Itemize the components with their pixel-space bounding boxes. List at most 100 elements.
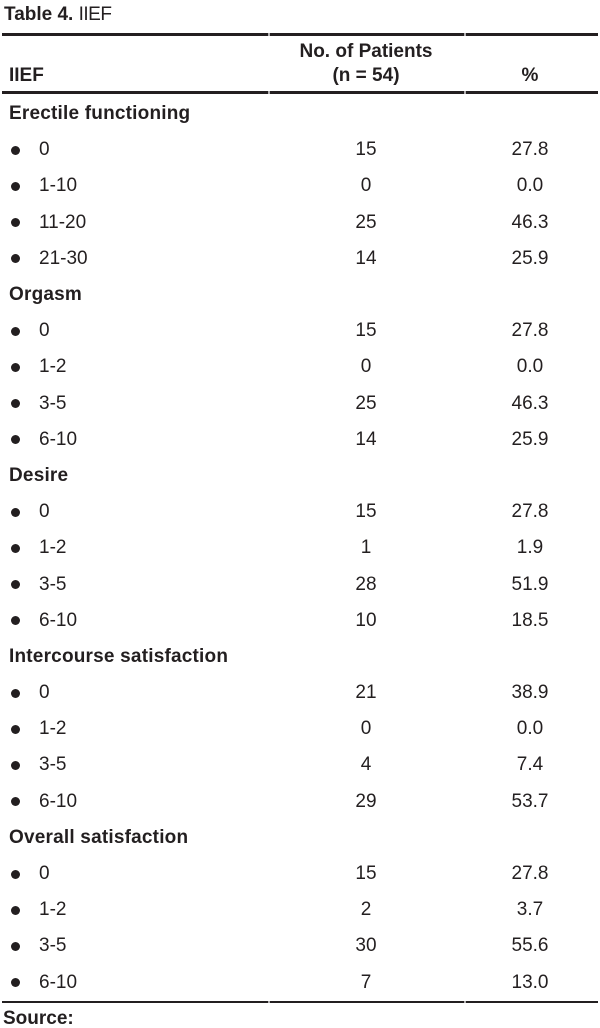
table-row: 1-2 0 0.0 (2, 711, 598, 747)
section-header-row: Desire (2, 458, 598, 494)
row-patients-value: 4 (360, 754, 372, 776)
row-label-cell: 0 (2, 501, 268, 523)
row-label: 6-10 (39, 609, 78, 631)
row-label-cell: 6-10 (2, 791, 268, 813)
row-percent-value: 27.8 (511, 501, 549, 523)
row-percent-value: 46.3 (511, 211, 549, 233)
table-bottom-rule (2, 1001, 598, 1003)
row-percent-value: 1.9 (516, 537, 544, 559)
bullet-icon (11, 145, 20, 155)
row-label: 6-10 (39, 971, 78, 993)
row-label-cell: 1-2 (2, 899, 268, 921)
bullet-icon (11, 218, 20, 228)
row-label: 3-5 (39, 935, 67, 957)
row-percent-value: 27.8 (511, 139, 549, 161)
row-patients-value: 7 (360, 971, 372, 993)
bullet-icon (11, 724, 20, 734)
table-row: 1-2 2 3.7 (2, 892, 598, 928)
row-label-cell: 1-2 (2, 718, 268, 740)
bullet-icon (11, 869, 20, 879)
table-row: 6-10 10 18.5 (2, 603, 598, 639)
bullet-icon (11, 254, 20, 264)
row-label: 0 (39, 501, 50, 523)
table-row: 0 15 27.8 (2, 313, 598, 349)
table-row: 1-2 0 0.0 (2, 349, 598, 385)
row-percent-value: 25.9 (511, 428, 549, 450)
column-divider-notch (268, 33, 270, 36)
column-divider-notch (464, 1001, 466, 1003)
table-row: 6-10 14 25.9 (2, 422, 598, 458)
table-row: 6-10 7 13.0 (2, 965, 598, 1001)
row-patients-value: 10 (355, 609, 377, 631)
row-label: 3-5 (39, 392, 67, 414)
row-patients-value: 15 (355, 863, 377, 885)
row-percent-value: 0.0 (516, 356, 544, 378)
table-row: 1-2 1 1.9 (2, 530, 598, 566)
row-label: 1-10 (39, 175, 78, 197)
row-label: 0 (39, 320, 50, 342)
row-label-cell: 3-5 (2, 393, 268, 415)
row-label-cell: 0 (2, 682, 268, 704)
row-label-cell: 1-2 (2, 537, 268, 559)
column-header-iief: IIEF (9, 65, 44, 86)
column-divider-notch (268, 1001, 270, 1003)
column-divider-notch (464, 91, 466, 94)
section-name: Intercourse satisfaction (9, 645, 229, 667)
row-patients-value: 30 (355, 935, 377, 957)
row-percent-value: 27.8 (511, 863, 549, 885)
row-percent-value: 25.9 (511, 247, 549, 269)
row-percent-value: 27.8 (511, 320, 549, 342)
row-patients-value: 14 (355, 428, 377, 450)
column-header-percent: % (521, 65, 539, 86)
row-label: 3-5 (39, 754, 67, 776)
table-body: Erectile functioning 0 15 27.8 1-10 0 0.… (2, 96, 598, 1001)
bullet-icon (11, 435, 20, 445)
row-percent-value: 46.3 (511, 392, 549, 414)
column-header-patients-line2: (n = 54) (332, 65, 400, 86)
row-patients-value: 21 (355, 682, 377, 704)
bullet-icon (11, 181, 20, 191)
row-percent-value: 13.0 (511, 971, 549, 993)
table-row: 21-30 14 25.9 (2, 241, 598, 277)
bullet-icon (11, 941, 20, 951)
section-name: Orgasm (9, 284, 83, 306)
row-label: 1-2 (39, 899, 67, 921)
source-label: Source: (3, 1008, 74, 1028)
bullet-icon (11, 543, 20, 553)
bullet-icon (11, 688, 20, 698)
row-label-cell: 6-10 (2, 429, 268, 451)
row-patients-value: 25 (355, 392, 377, 414)
table-row: 1-10 0 0.0 (2, 168, 598, 204)
column-divider-notch (464, 33, 466, 36)
bullet-icon (11, 399, 20, 409)
row-label: 0 (39, 139, 50, 161)
row-label: 1-2 (39, 537, 67, 559)
row-patients-value: 0 (360, 356, 372, 378)
row-percent-value: 53.7 (511, 790, 549, 812)
row-label: 6-10 (39, 790, 78, 812)
bullet-icon (11, 760, 20, 770)
row-label-cell: 1-2 (2, 356, 268, 378)
table-title-text: IIEF (78, 4, 112, 25)
table-row: 3-5 25 46.3 (2, 386, 598, 422)
bullet-icon (11, 978, 20, 988)
row-label-cell: 11-20 (2, 212, 268, 234)
row-percent-value: 7.4 (516, 754, 544, 776)
bullet-icon (11, 326, 20, 336)
row-label: 3-5 (39, 573, 67, 595)
row-patients-value: 28 (355, 573, 377, 595)
row-label: 1-2 (39, 356, 67, 378)
bullet-icon (11, 797, 20, 807)
row-label: 0 (39, 682, 50, 704)
table-title: Table 4. IIEF (4, 3, 112, 27)
row-patients-value: 0 (360, 175, 372, 197)
row-label-cell: 21-30 (2, 248, 268, 270)
row-label-cell: 0 (2, 139, 268, 161)
row-percent-value: 18.5 (511, 609, 549, 631)
section-name: Desire (9, 464, 69, 486)
table-top-rule (2, 33, 598, 36)
table-row: 11-20 25 46.3 (2, 205, 598, 241)
column-header-patients-line1: No. of Patients (299, 41, 433, 62)
row-label-cell: 1-10 (2, 175, 268, 197)
section-header-row: Erectile functioning (2, 96, 598, 132)
